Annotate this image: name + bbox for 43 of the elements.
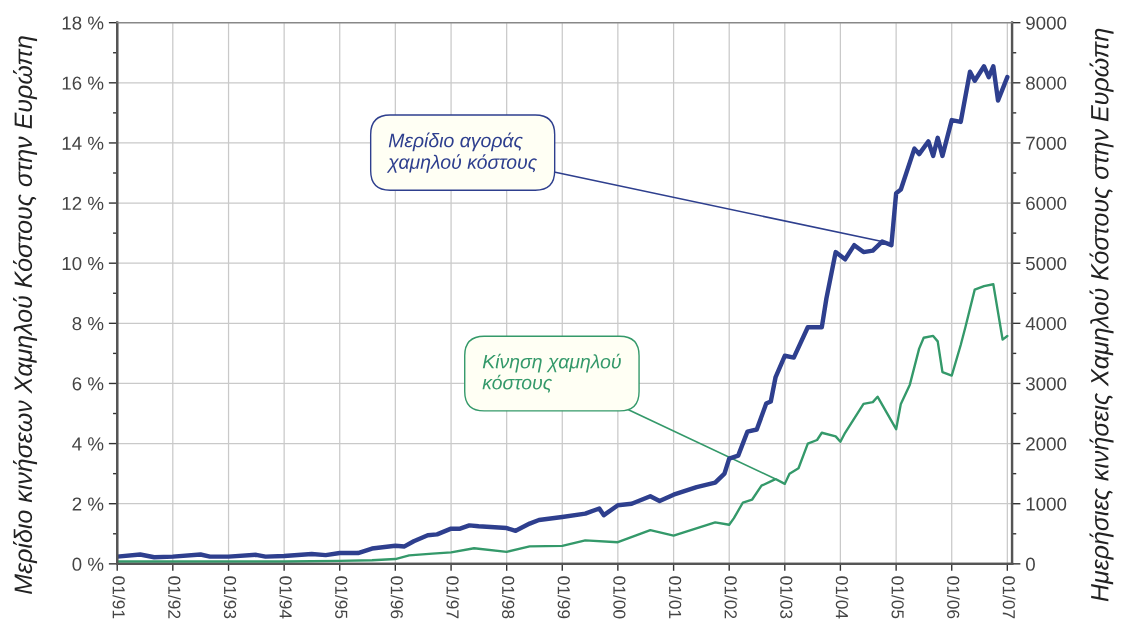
- y2-tick-label: 2000: [1026, 437, 1067, 451]
- x-tick-label: 01/06: [947, 576, 960, 619]
- x-tick-label: 01/00: [613, 576, 626, 619]
- y-tick-label: 18 %: [62, 16, 104, 30]
- x-tick-label: 01/07: [1002, 576, 1016, 619]
- x-tick-label: 01/05: [891, 576, 905, 619]
- y-tick-label: 10 %: [62, 256, 104, 271]
- y2-tick-label: 4000: [1025, 317, 1067, 331]
- x-tick-label: 01/03: [780, 576, 793, 619]
- annotation: Μερίδιο αγοράς χαμηλού κόστους: [386, 132, 538, 173]
- annotation: Κίνηση χαμηλού κόστους: [482, 353, 621, 393]
- y2-tick-label: 3000: [1025, 377, 1067, 391]
- x-tick-label: 01/01: [668, 576, 682, 619]
- x-tick-label: 01/95: [335, 576, 348, 619]
- x-tick-label: 01/02: [724, 576, 738, 619]
- x-tick-label: 01/91: [112, 576, 126, 619]
- y-tick-label: 2 %: [72, 497, 104, 511]
- y2-tick-label: 7000: [1026, 136, 1067, 150]
- y2-tick-label: 1000: [1026, 497, 1067, 511]
- line-series: [117, 283, 1009, 563]
- y-tick-label: 6 %: [72, 377, 104, 391]
- x-tick-label: 01/04: [835, 576, 849, 619]
- line-series: [117, 64, 1010, 560]
- y2-tick-label: 0: [1025, 557, 1035, 571]
- y-tick-label: 8 %: [72, 317, 104, 331]
- y-axis-title: Μερίδιο κινήσεων Χαμηλού Κόστους στην Ευρώπη: [13, 36, 38, 594]
- x-tick-label: 01/98: [502, 576, 515, 619]
- x-tick-label: 01/93: [223, 576, 237, 619]
- y2-tick-label: 6000: [1026, 196, 1067, 211]
- x-tick-label: 01/96: [390, 576, 404, 619]
- x-tick-label: 01/99: [557, 576, 571, 619]
- y-tick-label: 0 %: [72, 557, 104, 571]
- y2-tick-label: 8000: [1026, 76, 1067, 90]
- y-tick-label: 12 %: [62, 196, 104, 210]
- y-tick-label: 16 %: [62, 76, 104, 90]
- x-tick-label: 01/97: [446, 576, 460, 619]
- x-tick-label: 01/92: [168, 576, 181, 619]
- y-tick-label: 14 %: [62, 136, 104, 150]
- x-tick-label: 01/94: [279, 576, 293, 619]
- y2-tick-label: 9000: [1026, 16, 1067, 30]
- y2-axis-title: Ημερήσιες κινήσεις Χαμηλού Κόστους στην Ευρώπη: [1089, 28, 1114, 602]
- y-tick-label: 4 %: [72, 437, 104, 451]
- y2-tick-label: 5000: [1025, 256, 1067, 271]
